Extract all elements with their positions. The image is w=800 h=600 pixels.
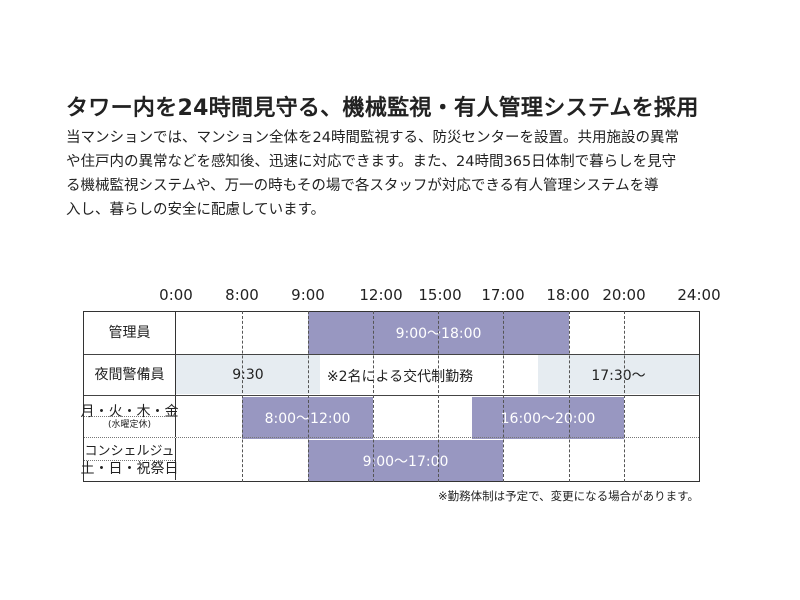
- row-label-concierge: コンシェルジュ: [84, 438, 175, 460]
- grid-line: [308, 311, 309, 482]
- time-tick: 18:00: [546, 286, 590, 304]
- page-title: タワー内を24時間見守る、機械監視・有人管理システムを採用: [66, 96, 699, 121]
- time-tick: 20:00: [602, 286, 646, 304]
- time-tick: 15:00: [418, 286, 462, 304]
- table-row: 月・火・木・金 (水曜定休): [80, 396, 699, 438]
- time-tick: 0:00: [159, 286, 193, 304]
- row-label-manager: 管理員: [84, 312, 176, 354]
- weekday-morning-bar: 8:00〜12:00: [242, 397, 373, 439]
- label-divider: [84, 416, 175, 417]
- weekend-hours-bar: 9:00〜17:00: [308, 440, 503, 481]
- grid-line: [503, 311, 504, 482]
- label-text: 夜間警備員: [94, 367, 165, 383]
- description-line: 入し、暮らしの安全に配慮しています。: [66, 202, 326, 218]
- time-tick: 24:00: [677, 286, 721, 304]
- description-line: や住戸内の異常などを感知後、迅速に対応できます。また、24時間365日体制で暮ら…: [66, 154, 677, 170]
- grid-line: [624, 311, 625, 482]
- row-label-weekday: 月・火・木・金 (水曜定休): [80, 396, 179, 437]
- schedule-table: 管理員 夜間警備員 月・火・木・金 (水曜定休) 土・日・祝祭日 コンシェルジュ: [80, 311, 700, 482]
- grid-line: [438, 311, 439, 482]
- label-subtext: (水曜定休): [107, 419, 152, 430]
- row-label-guard: 夜間警備員: [84, 355, 176, 395]
- table-row: 夜間警備員: [84, 355, 699, 396]
- label-text: 月・火・木・金: [80, 403, 179, 420]
- time-tick: 8:00: [225, 286, 259, 304]
- guard-shift-note: ※2名による交代制勤務: [326, 369, 474, 385]
- label-text: 管理員: [108, 325, 151, 341]
- label-text: 土・日・祝祭日: [80, 461, 179, 477]
- grid-line: [569, 311, 570, 482]
- footnote: ※勤務体制は予定で、変更になる場合があります。: [438, 489, 700, 503]
- row-label-weekend: 土・日・祝祭日: [80, 438, 179, 480]
- description: 当マンションでは、マンション全体を24時間監視する、防災センターを設置。共用施設…: [66, 126, 741, 222]
- guard-night-bar: 17:30〜: [538, 355, 699, 394]
- grid-line: [373, 311, 374, 482]
- time-tick: 17:00: [481, 286, 525, 304]
- table-row: 土・日・祝祭日: [80, 438, 699, 480]
- label-divider: [84, 460, 175, 461]
- label-text: コンシェルジュ: [84, 443, 175, 459]
- weekday-evening-bar: 16:00〜20:00: [472, 397, 624, 439]
- table-row: 管理員: [84, 312, 699, 355]
- grid-line: [242, 311, 243, 482]
- description-line: る機械監視システムや、万一の時もその場で各スタッフが対応できる有人管理システムを…: [66, 178, 659, 194]
- time-tick: 9:00: [291, 286, 325, 304]
- time-tick: 12:00: [359, 286, 403, 304]
- description-line: 当マンションでは、マンション全体を24時間監視する、防災センターを設置。共用施設…: [66, 130, 679, 146]
- guard-morning-bar: 9:30: [176, 355, 320, 394]
